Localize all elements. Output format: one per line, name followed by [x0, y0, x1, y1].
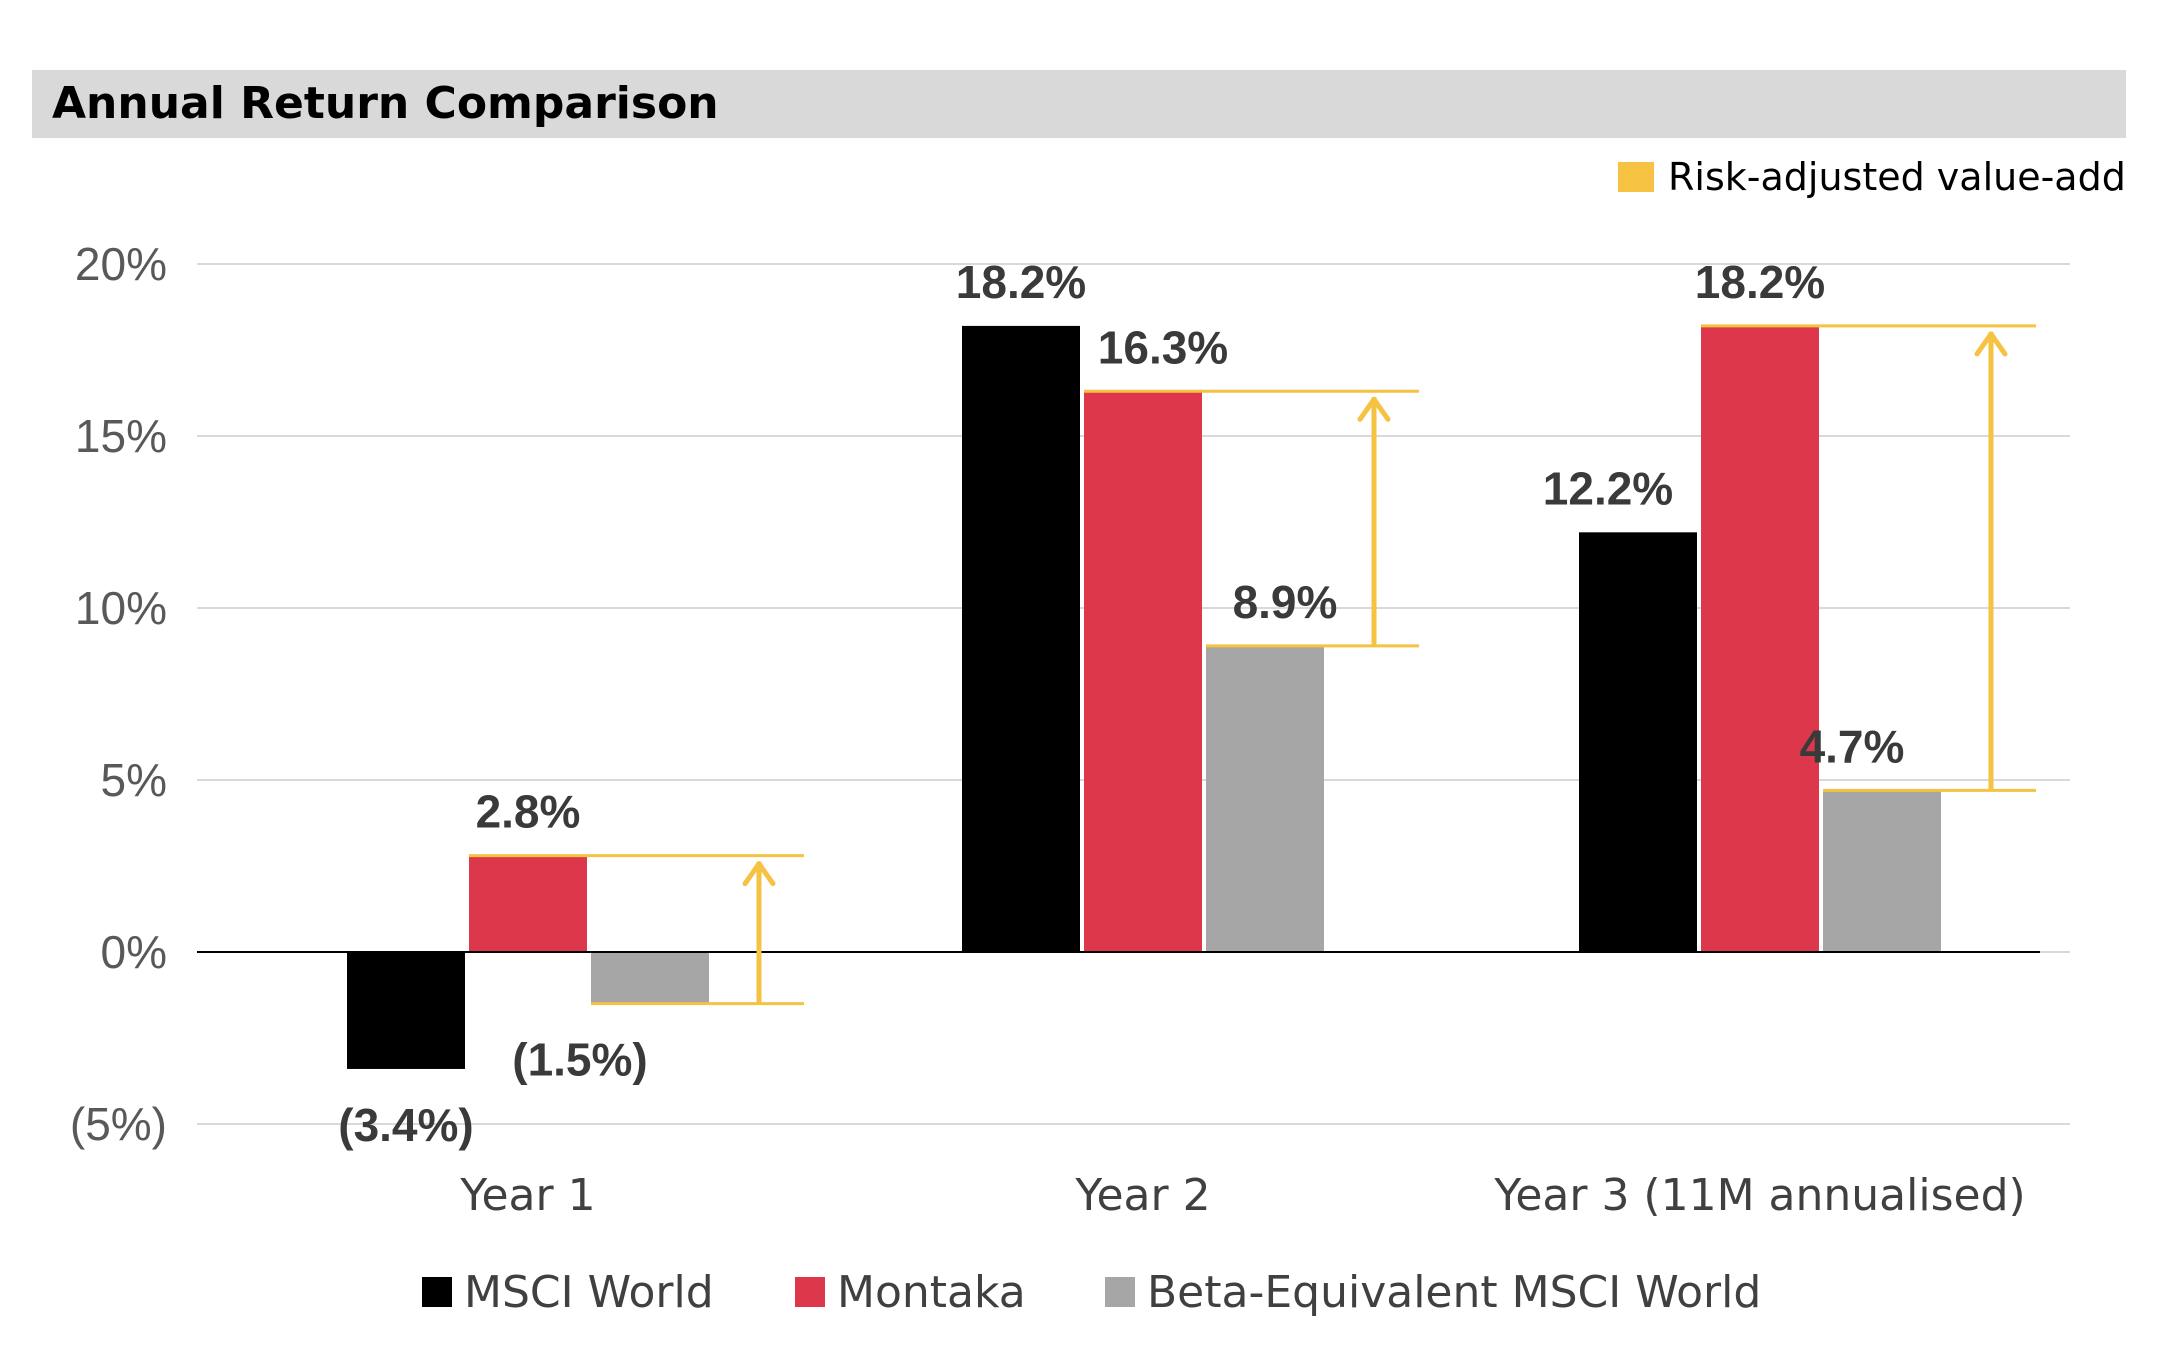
value-add-arrow-head [1974, 331, 2008, 357]
legend-swatch [795, 1277, 825, 1307]
data-label: 4.7% [1800, 720, 1905, 772]
y-tick-label: (5%) [70, 1098, 167, 1150]
y-tick-label: 0% [101, 926, 167, 978]
y-tick-label: 5% [101, 754, 167, 806]
x-category-label: Year 2 [1074, 1170, 1210, 1221]
bar [962, 325, 1080, 952]
bar [469, 855, 587, 952]
data-label: 12.2% [1543, 462, 1673, 514]
x-category-label: Year 3 (11M annualised) [1493, 1170, 2025, 1221]
x-category-label: Year 1 [459, 1170, 595, 1221]
bar [591, 952, 709, 1004]
risk-legend-label: Risk-adjusted value-add [1668, 155, 2126, 199]
data-label: 18.2% [956, 256, 1086, 308]
legend-swatch [422, 1277, 452, 1307]
legend-label: Montaka [837, 1267, 1026, 1318]
legend-label: Beta-Equivalent MSCI World [1147, 1267, 1761, 1318]
y-tick-label: 15% [75, 410, 167, 462]
risk-legend-swatch [1618, 162, 1654, 192]
y-tick-label: 20% [75, 238, 167, 290]
legend-label: MSCI World [464, 1267, 714, 1318]
bar [1206, 645, 1324, 952]
y-tick-label: 10% [75, 582, 167, 634]
chart-title: Annual Return Comparison [52, 78, 719, 129]
bar [347, 952, 465, 1069]
value-add-arrow-head [742, 861, 776, 887]
value-add-arrow-head [1357, 396, 1391, 422]
data-label: 2.8% [476, 786, 581, 838]
bar [1084, 391, 1202, 952]
data-label: 16.3% [1098, 321, 1228, 373]
bar [1701, 325, 1819, 952]
data-label: (1.5%) [512, 1034, 647, 1086]
data-label: 8.9% [1233, 576, 1338, 628]
chart-title-bar: Annual Return Comparison [32, 70, 2126, 138]
bar [1579, 532, 1697, 952]
data-label: (3.4%) [338, 1099, 473, 1151]
data-label: 18.2% [1695, 256, 1825, 308]
bar [1823, 790, 1941, 952]
legend-swatch [1105, 1277, 1135, 1307]
